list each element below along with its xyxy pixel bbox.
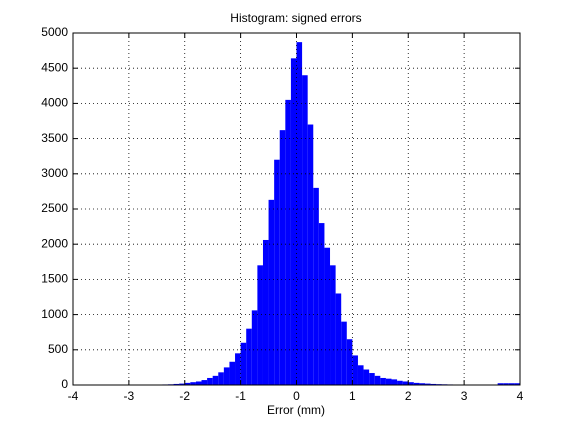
bar (397, 380, 403, 385)
y-tick-label: 5000 (41, 25, 68, 39)
bar (408, 382, 414, 385)
bar (179, 383, 185, 385)
bar (262, 239, 269, 385)
y-tick-label: 3500 (41, 131, 68, 145)
bar (201, 380, 208, 385)
bar (296, 42, 303, 385)
bar (218, 372, 224, 385)
y-tick-label: 2000 (41, 236, 68, 250)
x-tick-label: -2 (179, 389, 190, 403)
y-tick-label: 4500 (41, 60, 68, 74)
chart-title: Histogram: signed errors (230, 11, 361, 25)
bar (508, 383, 515, 385)
bar (285, 99, 291, 385)
bar (212, 375, 219, 385)
bar (302, 75, 308, 386)
bar (402, 381, 409, 385)
plot-frame (72, 32, 521, 386)
bar (207, 377, 213, 385)
bar (257, 265, 263, 385)
bar (391, 379, 398, 385)
bar (374, 375, 381, 385)
bar (251, 310, 258, 385)
bar (430, 383, 437, 385)
bar (497, 383, 504, 385)
bar (335, 293, 342, 385)
y-tick-label: 4000 (41, 96, 68, 110)
bar (357, 365, 364, 385)
bar (274, 159, 280, 385)
bar (195, 381, 202, 385)
x-tick-label: 2 (405, 389, 412, 403)
bar (279, 130, 286, 385)
bar (385, 378, 392, 385)
bar (380, 377, 386, 385)
x-axis-label: Error (mm) (267, 403, 325, 417)
bar (223, 367, 230, 385)
x-tick-label: 0 (293, 389, 300, 403)
bar (341, 321, 347, 385)
bar (235, 353, 241, 385)
y-tick-label: 0 (61, 377, 68, 391)
x-tick-label: 1 (349, 389, 356, 403)
bar (190, 382, 196, 385)
y-tick-label: 2500 (41, 201, 68, 215)
x-tick-label: -3 (124, 389, 135, 403)
bar (290, 58, 297, 386)
bar (346, 339, 353, 385)
bar (369, 373, 375, 385)
bar (229, 361, 236, 385)
bar (352, 355, 358, 385)
bar (307, 124, 314, 386)
bar (514, 383, 520, 385)
y-tick-label: 3000 (41, 166, 68, 180)
y-tick-label: 1500 (41, 272, 68, 286)
bar (318, 223, 325, 385)
bar (173, 383, 180, 385)
y-tick-label: 500 (48, 342, 68, 356)
y-tick-label: 1000 (41, 307, 68, 321)
bar (503, 383, 509, 385)
bar (419, 383, 426, 385)
bar (413, 382, 420, 385)
bar (330, 265, 336, 385)
bar (313, 187, 319, 385)
x-tick-label: 4 (517, 389, 524, 403)
bar (363, 369, 370, 385)
bar (184, 382, 191, 385)
x-tick-label: -1 (235, 389, 246, 403)
bar (425, 383, 431, 385)
bar (268, 199, 275, 385)
bar (240, 342, 247, 385)
x-tick-label: 3 (461, 389, 468, 403)
bar (324, 247, 331, 385)
x-tick-label: -4 (68, 389, 79, 403)
bar (246, 328, 252, 385)
